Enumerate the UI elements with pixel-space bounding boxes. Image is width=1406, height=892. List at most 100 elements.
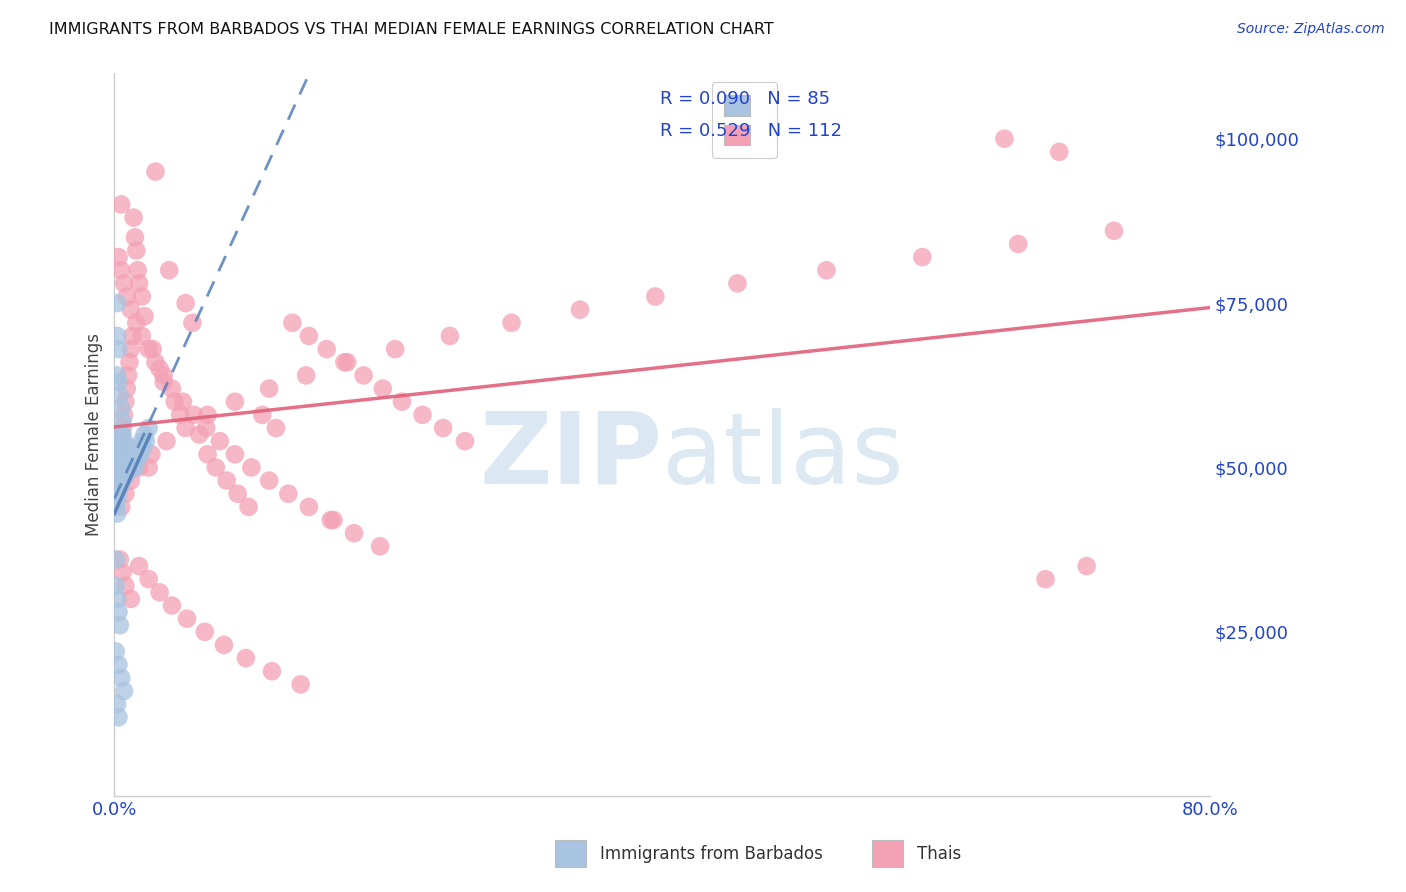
Point (911, 250, 934, 264)
Point (1102, 224, 1125, 238)
Point (163, 394, 186, 409)
Point (105, 296, 128, 310)
Point (107, 474, 129, 488)
Point (105, 447, 128, 461)
Point (412, 408, 434, 422)
Point (134, 310, 156, 324)
Point (112, 684, 135, 698)
Text: Thais: Thais (917, 845, 960, 863)
Point (104, 487, 127, 501)
Point (118, 460, 141, 475)
Point (108, 467, 131, 481)
Point (194, 624, 217, 639)
Text: Source: ZipAtlas.com: Source: ZipAtlas.com (1237, 22, 1385, 37)
Point (257, 474, 280, 488)
Point (111, 427, 134, 442)
Point (128, 460, 150, 475)
Point (145, 164, 167, 178)
Point (290, 677, 312, 691)
Point (112, 277, 135, 291)
Point (235, 651, 257, 665)
Point (108, 552, 131, 566)
Text: IMMIGRANTS FROM BARBADOS VS THAI MEDIAN FEMALE EARNINGS CORRELATION CHART: IMMIGRANTS FROM BARBADOS VS THAI MEDIAN … (49, 22, 773, 37)
Point (112, 454, 135, 468)
Point (138, 342, 160, 356)
Point (121, 460, 143, 475)
Point (208, 434, 231, 449)
Text: atlas: atlas (662, 408, 904, 505)
Point (105, 480, 128, 494)
Point (118, 355, 141, 369)
Point (176, 612, 198, 626)
Point (111, 421, 134, 435)
Point (122, 211, 145, 225)
Point (107, 710, 129, 724)
Point (110, 434, 132, 449)
FancyBboxPatch shape (555, 840, 586, 867)
Point (120, 591, 142, 606)
Point (104, 480, 127, 494)
Point (117, 368, 139, 383)
Point (105, 368, 128, 383)
Point (160, 599, 183, 613)
Point (110, 467, 132, 481)
Point (107, 447, 129, 461)
Point (112, 408, 135, 422)
Point (107, 487, 129, 501)
Point (112, 441, 135, 455)
Point (120, 460, 142, 475)
Point (105, 329, 128, 343)
Point (104, 552, 127, 566)
Point (114, 460, 136, 475)
Point (114, 447, 136, 461)
Point (1047, 145, 1070, 159)
Point (115, 467, 138, 481)
Point (107, 467, 129, 481)
Point (252, 408, 274, 422)
Point (391, 394, 413, 409)
Point (1076, 559, 1098, 574)
Point (108, 454, 131, 468)
Point (149, 585, 172, 599)
Point (121, 454, 143, 468)
Point (138, 460, 160, 475)
Point (204, 460, 226, 475)
Point (224, 394, 246, 409)
Point (439, 329, 461, 343)
Point (145, 355, 167, 369)
Point (111, 566, 134, 580)
Point (295, 368, 318, 383)
Point (110, 454, 132, 468)
Point (111, 460, 134, 475)
Point (132, 441, 155, 455)
Point (125, 454, 148, 468)
Point (131, 289, 153, 303)
Point (107, 657, 129, 672)
Point (110, 427, 132, 442)
Point (111, 447, 134, 461)
Point (343, 526, 366, 541)
Point (127, 447, 149, 461)
Point (224, 447, 246, 461)
Point (104, 500, 127, 514)
Point (336, 355, 359, 369)
Point (105, 474, 128, 488)
Point (105, 454, 128, 468)
Point (174, 421, 197, 435)
Point (108, 441, 131, 455)
Point (114, 441, 136, 455)
Point (281, 316, 304, 330)
Point (131, 434, 153, 449)
Point (125, 244, 148, 258)
Point (240, 460, 263, 475)
Point (107, 460, 129, 475)
Point (135, 434, 157, 449)
Text: ZIP: ZIP (479, 408, 662, 505)
Point (129, 447, 152, 461)
Point (384, 342, 406, 356)
Point (815, 263, 838, 277)
Point (371, 382, 394, 396)
Point (107, 375, 129, 389)
Point (277, 487, 299, 501)
Point (197, 408, 219, 422)
